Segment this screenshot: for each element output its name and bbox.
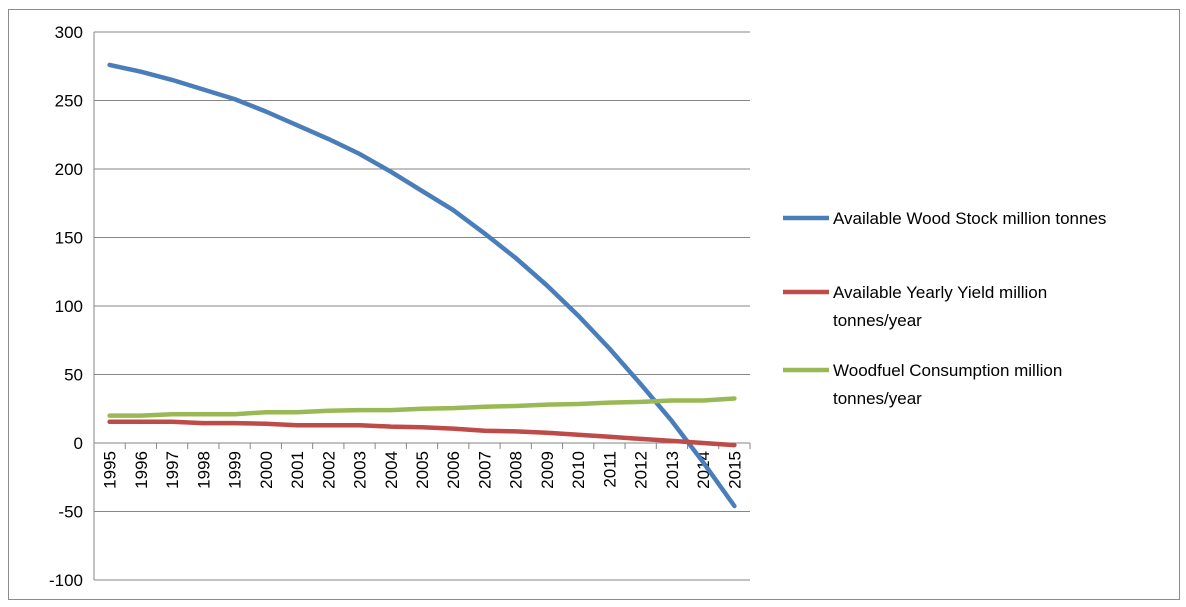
x-tick-label: 2010 [569,451,588,489]
legend-item-0: Available Wood Stock million tonnes [783,209,1106,228]
legend-label: Available Wood Stock million tonnes [833,209,1106,228]
x-tick-label: 2011 [600,451,619,488]
x-tick-label: 2007 [475,451,494,489]
legend-label: Available Yearly Yield million [833,283,1047,302]
series-line-0 [107,62,737,509]
x-tick-label: 2000 [257,451,276,489]
x-tick-label: 2014 [694,451,713,489]
y-tick-label: 200 [55,160,83,179]
y-tick-label: 150 [55,229,83,248]
x-tick-label: 2003 [351,451,370,489]
y-tick-label: 100 [55,297,83,316]
gridlines [94,31,750,581]
legend-label: tonnes/year [833,389,922,408]
y-tick-label: 300 [55,23,83,42]
x-tick-label: 1998 [194,451,213,489]
legend-item-1: Available Yearly Yield million tonnes/yea… [783,283,1047,330]
chart-frame [8,9,1180,600]
x-tick-label: 2005 [413,451,432,489]
y-axis-tick-labels: 300 250 200 150 100 50 0 -50 -100 [49,23,83,590]
y-tick-label: -50 [58,503,83,522]
x-axis-tick-labels: 1995 1996 1997 1998 1999 2000 2001 2002 2003 2004… [101,451,745,489]
x-tick-label: 2013 [663,451,682,489]
x-tick-label: 2009 [538,451,557,489]
y-tick-label: 0 [74,434,83,453]
series-line-1 [107,419,737,448]
x-tick-label: 1997 [163,451,182,489]
x-tick-label: 2015 [725,451,744,489]
x-tick-label: 2006 [444,451,463,489]
x-tick-label: 2001 [288,451,307,489]
x-tick-label: 2002 [319,451,338,489]
x-tick-label: 2012 [632,451,651,489]
x-tick-label: 1995 [101,451,120,489]
axes [93,32,751,580]
series-line-2 [107,396,737,418]
y-tick-label: 50 [64,366,83,385]
y-tick-label: -100 [49,571,83,590]
legend-label: Woodfuel Consumption million [833,361,1062,380]
x-tick-label: 1996 [132,451,151,489]
legend-item-2: Woodfuel Consumption million tonnes/year [783,361,1062,408]
x-tick-label: 1999 [226,451,245,489]
x-tick-label: 2004 [382,451,401,489]
legend-label: tonnes/year [833,311,922,330]
y-tick-label: 250 [55,92,83,111]
legend: Available Wood Stock million tonnes Avail… [783,209,1106,408]
series-lines [107,62,737,509]
x-tick-label: 2008 [507,451,526,489]
